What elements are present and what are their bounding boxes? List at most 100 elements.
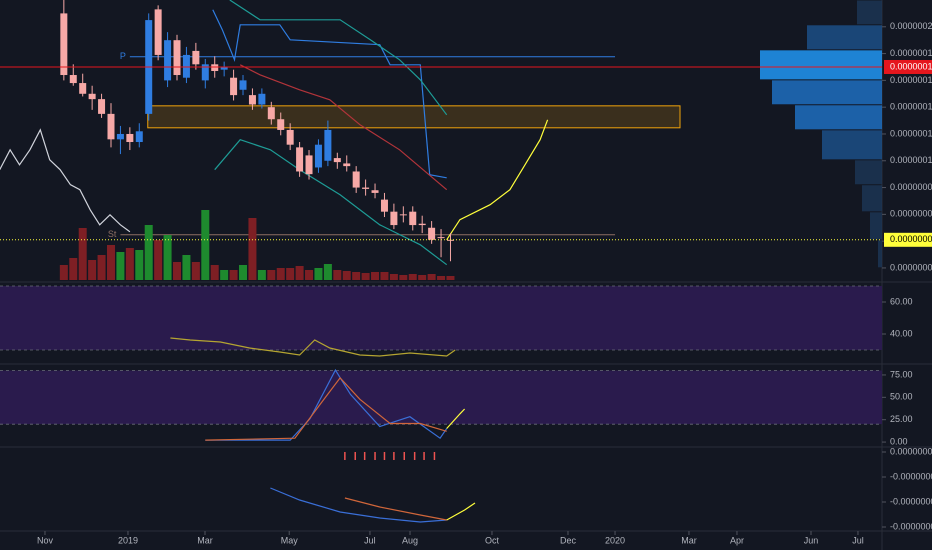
volume-bar [305, 270, 314, 280]
volume-bar [257, 270, 266, 280]
candle-body [126, 133, 134, 143]
volume-bar [106, 245, 115, 280]
candle-body [409, 211, 417, 226]
volume-bar [267, 270, 276, 280]
y-tick-label: -0.00000002 [890, 496, 932, 506]
indicator-line [446, 119, 549, 241]
band [0, 286, 882, 350]
indicator-line [446, 408, 466, 429]
candle-body [380, 199, 388, 212]
band [0, 370, 882, 425]
candle-body [324, 129, 332, 161]
candle-body [154, 9, 162, 55]
volume-profile-bar [862, 185, 882, 212]
x-tick-label: Aug [402, 535, 418, 545]
volume-profile-bar [870, 212, 882, 240]
candle-body [333, 158, 341, 163]
candle-body [371, 190, 379, 193]
candle-body [362, 187, 370, 189]
indicator-line [205, 368, 448, 441]
volume-bar [248, 218, 257, 280]
candle-body [98, 99, 106, 114]
volume-bar [352, 272, 361, 280]
volume-bar [286, 268, 295, 280]
y-tick-label: -0.00000003 [890, 521, 932, 531]
level-label: St [108, 229, 117, 239]
candle-body [352, 171, 360, 188]
candle-body [258, 93, 266, 105]
volume-bar [144, 225, 153, 280]
candle-body [192, 50, 200, 65]
y-tick-label: 40.00 [890, 328, 913, 338]
y-tick-label: 0.00000018 [890, 48, 932, 58]
volume-bar [408, 274, 417, 280]
histogram-bar [393, 452, 395, 460]
histogram-bar [433, 452, 436, 460]
y-tick-label: 25.00 [890, 414, 913, 424]
indicator-line [446, 502, 476, 521]
price-tag [884, 59, 932, 74]
volume-bar [163, 235, 172, 280]
y-tick-label: 0.00000012 [890, 128, 932, 138]
volume-bar [191, 262, 200, 280]
histogram-bar [363, 452, 366, 460]
histogram-bar [383, 452, 386, 460]
volume-bar [295, 266, 304, 280]
volume-bar [201, 210, 210, 280]
candle-body [69, 75, 77, 84]
x-tick-label: Mar [197, 535, 213, 545]
y-tick-label: 75.00 [890, 369, 913, 379]
volume-bar [88, 260, 97, 280]
candle-body [286, 129, 294, 145]
volume-profile-bar [857, 0, 882, 25]
y-tick-label: 50.00 [890, 392, 913, 402]
x-tick-label: Jul [852, 535, 864, 545]
volume-profile-bar [807, 25, 882, 50]
volume-bar [333, 270, 342, 280]
candle-body [211, 64, 219, 72]
y-tick-label: 0.00000008 [890, 182, 932, 192]
indicator-line [344, 497, 447, 521]
x-tick-label: May [281, 535, 299, 545]
candle-body [390, 211, 398, 226]
y-tick-label: 60.00 [890, 296, 913, 306]
volume-bar [371, 272, 380, 280]
volume-bar [135, 250, 144, 280]
indicator-line [0, 128, 131, 233]
volume-bar [380, 272, 389, 280]
zone [147, 105, 681, 129]
histogram-bar [354, 452, 356, 460]
indicator-line [212, 9, 447, 179]
volume-bar [69, 258, 78, 280]
volume-bar [78, 228, 87, 280]
volume-bar [418, 275, 427, 280]
volume-profile-bar [822, 130, 882, 160]
candle-body [314, 144, 322, 168]
volume-profile-bar [878, 240, 882, 268]
y-tick-label: 0.00000002 [890, 262, 932, 272]
indicator-line [205, 376, 447, 441]
volume-bar [182, 255, 191, 280]
candle-body [107, 113, 115, 140]
volume-bar [220, 270, 229, 280]
candle-body [277, 119, 285, 130]
volume-bar [125, 248, 134, 280]
indicator-line [229, 0, 448, 116]
indicator-line [270, 487, 447, 523]
candle-body [135, 131, 143, 143]
x-tick-label: Nov [37, 535, 54, 545]
histogram-bar [413, 452, 416, 460]
volume-bar [210, 265, 219, 280]
volume-bar [437, 276, 446, 280]
candle-body [60, 13, 68, 76]
histogram-bar [344, 452, 346, 460]
y-tick-label: 0.00000020 [890, 21, 932, 31]
histogram-bar [403, 452, 406, 460]
volume-bar [342, 271, 351, 280]
histogram-bar [374, 452, 376, 460]
y-tick-label: 0.00000016 [890, 75, 932, 85]
x-tick-label: 2019 [118, 535, 138, 545]
candle-body [220, 66, 228, 70]
y-tick-label: 0.00000014 [890, 102, 932, 112]
